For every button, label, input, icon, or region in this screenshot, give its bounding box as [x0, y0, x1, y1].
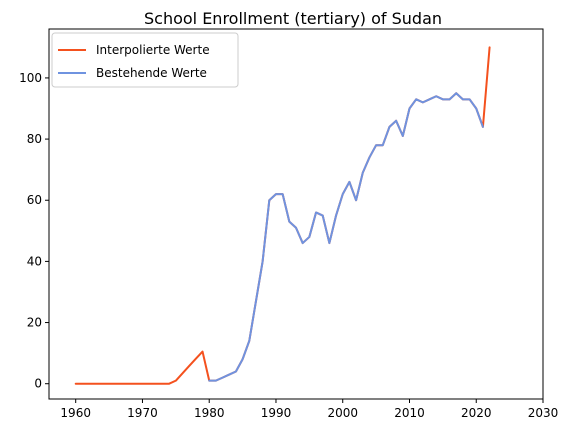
x-tick-label: 2030 [528, 406, 559, 420]
x-tick-label: 1990 [261, 406, 292, 420]
x-tick-label: 1960 [60, 406, 91, 420]
y-tick-label: 20 [27, 316, 42, 330]
legend-box [51, 32, 239, 88]
y-axis-ticks: 0 20 40 60 80 100 [19, 71, 49, 391]
legend-label-existing: Bestehende Werte [96, 66, 207, 80]
y-tick-label: 60 [27, 193, 42, 207]
y-tick-label: 80 [27, 132, 42, 146]
x-tick-label: 1970 [127, 406, 158, 420]
y-tick-label: 0 [34, 377, 42, 391]
y-tick-label: 100 [19, 71, 42, 85]
series-layer [74, 46, 491, 385]
x-tick-label: 2020 [461, 406, 492, 420]
legend-label-interpolated: Interpolierte Werte [96, 43, 210, 57]
legend: Interpolierte Werte Bestehende Werte [51, 32, 239, 88]
x-tick-label: 2000 [327, 406, 358, 420]
series-line-existing [208, 92, 484, 382]
chart-title: School Enrollment (tertiary) of Sudan [144, 9, 442, 28]
plot-frame [48, 28, 544, 400]
x-axis-ticks: 1960 1970 1980 1990 2000 2010 2020 2030 [60, 399, 558, 420]
x-tick-label: 2010 [394, 406, 425, 420]
x-tick-label: 1980 [194, 406, 225, 420]
y-tick-label: 40 [27, 254, 42, 268]
